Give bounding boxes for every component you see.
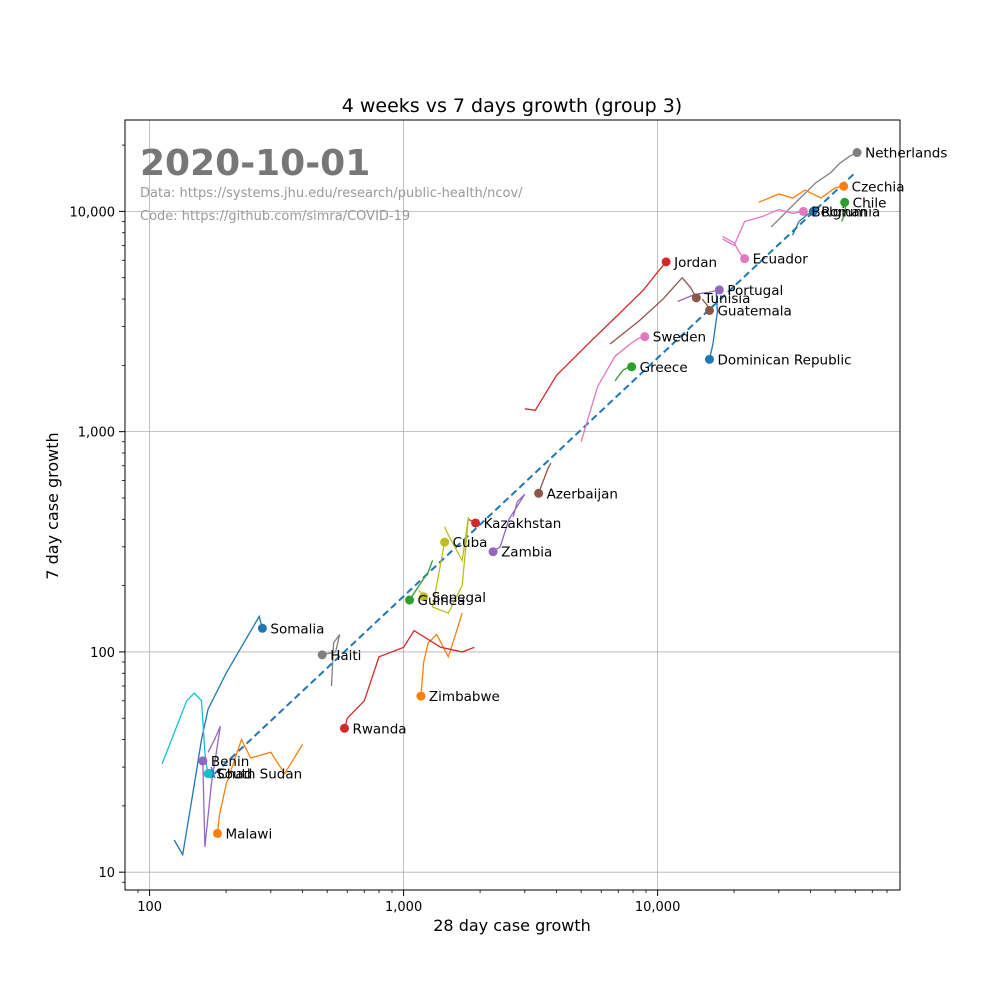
trail-somalia bbox=[173, 614, 264, 857]
point-guatemala bbox=[704, 305, 714, 315]
point-rwanda bbox=[339, 723, 349, 733]
trail-benin bbox=[202, 725, 222, 848]
label-guatemala: Guatemala bbox=[717, 303, 791, 319]
label-senegal: Senegal bbox=[432, 590, 486, 606]
label-chile: Chile bbox=[853, 195, 887, 211]
point-greece bbox=[627, 362, 637, 372]
trail-portugal bbox=[677, 289, 720, 303]
x-tick-label: 1,000 bbox=[385, 900, 422, 915]
code-source-annotation: Code: https://github.com/simra/COVID-19 bbox=[140, 209, 410, 224]
plot-frame bbox=[124, 119, 901, 891]
point-romania bbox=[808, 206, 818, 216]
label-netherlands: Netherlands bbox=[865, 146, 947, 162]
point-malawi bbox=[212, 828, 222, 838]
label-rwanda: Rwanda bbox=[352, 721, 406, 737]
point-benin bbox=[198, 756, 208, 766]
point-ecuador bbox=[740, 254, 750, 264]
trail-dominican-republic bbox=[708, 292, 719, 360]
trail-guinea bbox=[408, 560, 434, 601]
point-kazakhstan bbox=[471, 518, 481, 528]
trail-south-sudan bbox=[161, 692, 209, 774]
label-zambia: Zambia bbox=[501, 545, 552, 561]
y-axis-label: 7 day case growth bbox=[43, 432, 62, 579]
trail-haiti bbox=[322, 634, 341, 687]
point-somalia bbox=[257, 623, 267, 633]
trend-dashed-line bbox=[213, 171, 856, 775]
trail-malawi bbox=[216, 737, 304, 834]
label-portugal: Portugal bbox=[727, 283, 783, 299]
label-malawi: Malawi bbox=[225, 826, 272, 842]
point-tunisia bbox=[691, 293, 701, 303]
point-guinea bbox=[405, 595, 415, 605]
label-benin: Benin bbox=[211, 754, 249, 770]
label-kazakhstan: Kazakhstan bbox=[484, 516, 562, 532]
point-sweden bbox=[640, 332, 650, 342]
trail-czechia bbox=[758, 185, 844, 203]
point-zambia bbox=[488, 547, 498, 557]
trail-zambia bbox=[492, 493, 526, 553]
point-czechia bbox=[839, 181, 849, 191]
point-azerbaijan bbox=[534, 488, 544, 498]
trail-jordan bbox=[524, 261, 667, 412]
label-guinea: Guinea bbox=[418, 593, 466, 609]
label-sweden: Sweden bbox=[653, 330, 706, 346]
label-czechia: Czechia bbox=[852, 179, 905, 195]
x-tick-label: 10,000 bbox=[635, 900, 681, 915]
trail-azerbaijan bbox=[537, 462, 552, 494]
point-chile bbox=[840, 197, 850, 207]
reference-line bbox=[213, 171, 856, 775]
trail-sweden bbox=[580, 335, 645, 442]
label-jordan: Jordan bbox=[673, 255, 717, 271]
label-haiti: Haiti bbox=[330, 648, 361, 664]
chart-title: 4 weeks vs 7 days growth (group 3) bbox=[342, 95, 682, 117]
point-cuba bbox=[440, 537, 450, 547]
point-belgium bbox=[798, 206, 808, 216]
date-annotation: 2020-10-01 bbox=[140, 143, 370, 184]
trail-belgium bbox=[722, 208, 804, 247]
y-tick-label: 10,000 bbox=[70, 205, 116, 220]
trail-cuba bbox=[431, 516, 470, 614]
label-azerbaijan: Azerbaijan bbox=[547, 486, 618, 502]
point-zimbabwe bbox=[416, 691, 426, 701]
label-ecuador: Ecuador bbox=[753, 252, 809, 268]
label-tunisia: Tunisia bbox=[703, 291, 750, 307]
point-south-sudan bbox=[203, 769, 213, 779]
trail-netherlands bbox=[770, 152, 858, 228]
y-tick-label: 100 bbox=[90, 646, 115, 661]
trail-tunisia bbox=[609, 276, 697, 345]
y-tick-label: 1,000 bbox=[78, 426, 115, 441]
trail-ecuador bbox=[722, 235, 746, 260]
point-haiti bbox=[317, 650, 327, 660]
data-source-annotation: Data: https://systems.jhu.edu/research/p… bbox=[140, 186, 523, 201]
grid bbox=[125, 120, 900, 890]
point-jordan bbox=[661, 257, 671, 267]
y-tick-label: 10 bbox=[98, 866, 115, 881]
point-dominican-republic bbox=[704, 354, 714, 364]
label-south-sudan: South Sudan bbox=[216, 767, 302, 783]
label-dominican-republic: Dominican Republic bbox=[717, 352, 851, 368]
axes: 100 1,000 10,000 10 100 1,000 10,000 bbox=[70, 119, 901, 915]
x-tick-label: 100 bbox=[137, 900, 162, 915]
trail-rwanda bbox=[343, 629, 475, 729]
label-belgium: Belgium bbox=[811, 204, 866, 220]
label-chad: Chad bbox=[217, 767, 252, 783]
series-points bbox=[198, 148, 862, 838]
point-portugal bbox=[714, 285, 724, 295]
label-somalia: Somalia bbox=[270, 621, 324, 637]
label-zimbabwe: Zimbabwe bbox=[429, 689, 500, 705]
x-axis-label: 28 day case growth bbox=[433, 916, 591, 935]
point-netherlands bbox=[852, 148, 862, 158]
point-senegal bbox=[419, 592, 429, 602]
label-romania: Romania bbox=[821, 204, 880, 220]
trail-zimbabwe bbox=[420, 612, 463, 697]
label-cuba: Cuba bbox=[453, 535, 488, 551]
label-greece: Greece bbox=[640, 360, 688, 376]
